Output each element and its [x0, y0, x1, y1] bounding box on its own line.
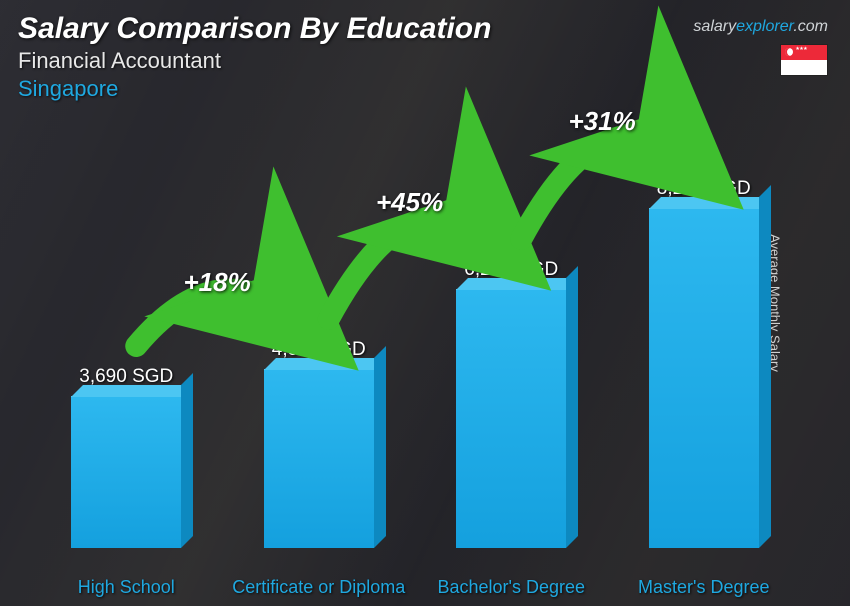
x-axis-label: Bachelor's Degree: [421, 577, 601, 598]
x-axis-label: High School: [36, 577, 216, 598]
x-axis-label: Certificate or Diploma: [229, 577, 409, 598]
header: Salary Comparison By Education Financial…: [18, 12, 491, 102]
brand-prefix: salary: [693, 18, 736, 35]
bar-group: 3,690 SGD: [36, 366, 216, 548]
brand-text: salaryexplorer.com: [693, 18, 828, 36]
chart-country: Singapore: [18, 76, 491, 102]
increase-pct-label: +18%: [184, 267, 251, 298]
bar: [71, 396, 181, 548]
chart-subtitle: Financial Accountant: [18, 48, 491, 74]
bar: [456, 289, 566, 548]
increase-pct-label: +45%: [376, 187, 443, 218]
x-axis-label: Master's Degree: [614, 577, 794, 598]
brand-suffix: .com: [793, 18, 828, 35]
bar-group: 6,280 SGD: [421, 259, 601, 548]
increase-pct-label: +31%: [569, 106, 636, 137]
bar-group: 8,230 SGD: [614, 178, 794, 548]
bar: [264, 369, 374, 548]
bar: [649, 208, 759, 548]
branding: salaryexplorer.com: [693, 18, 828, 81]
chart-title: Salary Comparison By Education: [18, 12, 491, 46]
bar-group: 4,330 SGD: [229, 339, 409, 548]
singapore-flag-icon: [780, 44, 828, 76]
x-axis-labels: High School Certificate or Diploma Bachelo…: [30, 577, 800, 598]
brand-accent: explorer: [736, 18, 793, 35]
